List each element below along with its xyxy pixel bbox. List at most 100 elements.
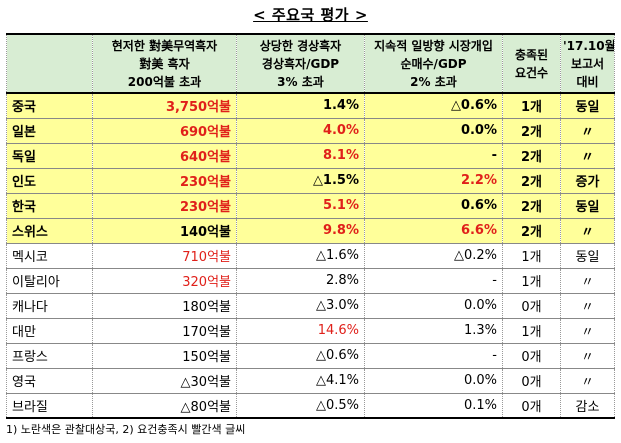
cell-criteria-count: 1개: [502, 242, 561, 269]
cell-criteria-count: 2개: [502, 192, 561, 219]
header-trade-surplus-metric: 對美 흑자: [139, 56, 190, 71]
header-fx-intervention-metric: 순매수/GDP: [400, 56, 467, 71]
header-comparison: '17.10월 보고서 대비: [560, 33, 615, 94]
cell-trade-surplus: 140억불: [92, 217, 237, 244]
cell-comparison: 동일: [560, 92, 615, 119]
table-row: 이탈리아 320억불 2.8% -1개 〃: [6, 267, 615, 294]
header-criteria-count-line1: 충족된: [514, 47, 549, 62]
cell-fx-intervention: 1.3%: [364, 317, 503, 344]
cell-fx-intervention: -: [364, 142, 503, 169]
cell-current-account: △3.0%: [236, 292, 365, 319]
cell-trade-surplus: △80억불: [92, 392, 237, 419]
table-row: 대만 170억불 14.6% 1.3% 1개 〃: [6, 317, 615, 344]
cell-comparison: 〃: [560, 292, 615, 319]
cell-criteria-count: 0개: [502, 292, 561, 319]
cell-country: 한국: [6, 192, 93, 219]
cell-trade-surplus: 150억불: [92, 342, 237, 369]
table-row: 스위스 140억불 9.8% 6.6% 2개 〃: [6, 217, 615, 244]
cell-fx-intervention: 2.2%: [364, 167, 503, 194]
table-row: 일본 690억불 4.0% 0.0% 2개 〃: [6, 117, 615, 144]
cell-country: 프랑스: [6, 342, 93, 369]
cell-trade-surplus: 170억불: [92, 317, 237, 344]
cell-criteria-count: 1개: [502, 317, 561, 344]
cell-country: 이탈리아: [6, 267, 93, 294]
header-current-account-metric: 경상흑자/GDP: [261, 56, 340, 71]
cell-country: 브라질: [6, 392, 93, 419]
cell-criteria-count: 0개: [502, 392, 561, 419]
cell-trade-surplus: 230억불: [92, 167, 237, 194]
cell-trade-surplus: 180억불: [92, 292, 237, 319]
cell-trade-surplus: 320억불: [92, 267, 237, 294]
cell-current-account: 9.8%: [236, 217, 365, 244]
cell-fx-intervention: 0.0%: [364, 292, 503, 319]
cell-current-account: △0.6%: [236, 342, 365, 369]
cell-comparison: 〃: [560, 142, 615, 169]
cell-country: 독일: [6, 142, 93, 169]
cell-current-account: △1.5%: [236, 167, 365, 194]
cell-country: 멕시코: [6, 242, 93, 269]
table-row: 멕시코 710억불 △1.6% △0.2% 1개 동일: [6, 242, 615, 269]
cell-comparison: 동일: [560, 192, 615, 219]
cell-criteria-count: 2개: [502, 167, 561, 194]
cell-comparison: 〃: [560, 367, 615, 394]
cell-current-account: 5.1%: [236, 192, 365, 219]
header-fx-intervention-title: 지속적 일방향 시장개입: [374, 38, 493, 53]
header-trade-surplus: 현저한 對美무역흑자 對美 흑자 200억불 초과: [92, 33, 237, 94]
header-fx-intervention-threshold: 2% 초과: [410, 74, 457, 89]
cell-comparison: 〃: [560, 217, 615, 244]
header-criteria-count: 충족된 요건수: [502, 33, 561, 94]
header-current-account-title: 상당한 경상흑자: [259, 38, 342, 53]
cell-criteria-count: 2개: [502, 117, 561, 144]
header-criteria-count-line2: 요건수: [514, 65, 549, 80]
cell-criteria-count: 2개: [502, 217, 561, 244]
header-comparison-line2: 보고서: [570, 56, 605, 71]
cell-country: 영국: [6, 367, 93, 394]
cell-country: 중국: [6, 92, 93, 119]
header-fx-intervention: 지속적 일방향 시장개입 순매수/GDP 2% 초과: [364, 33, 503, 94]
cell-fx-intervention: 0.0%: [364, 367, 503, 394]
cell-fx-intervention: △0.6%: [364, 92, 503, 119]
cell-current-account: 4.0%: [236, 117, 365, 144]
cell-current-account: △4.1%: [236, 367, 365, 394]
footnote: 1) 노란색은 관찰대상국, 2) 요건충족시 빨간색 글씨: [6, 423, 246, 436]
cell-country: 일본: [6, 117, 93, 144]
cell-current-account: 2.8%: [236, 267, 365, 294]
cell-comparison: 〃: [560, 342, 615, 369]
cell-criteria-count: 0개: [502, 367, 561, 394]
cell-current-account: △0.5%: [236, 392, 365, 419]
header-comparison-line3: 대비: [576, 74, 599, 89]
header-trade-surplus-threshold: 200억불 초과: [127, 74, 202, 89]
header-country: [6, 33, 93, 94]
cell-country: 대만: [6, 317, 93, 344]
cell-fx-intervention: 0.1%: [364, 392, 503, 419]
table-row: 캐나다 180억불 △3.0% 0.0% 0개 〃: [6, 292, 615, 319]
cell-fx-intervention: △0.2%: [364, 242, 503, 269]
page-title: < 주요국 평가 >: [253, 6, 368, 24]
cell-trade-surplus: 3,750억불: [92, 92, 237, 119]
cell-current-account: △1.6%: [236, 242, 365, 269]
cell-fx-intervention: 0.6%: [364, 192, 503, 219]
cell-trade-surplus: 710억불: [92, 242, 237, 269]
cell-country: 캐나다: [6, 292, 93, 319]
cell-trade-surplus: △30억불: [92, 367, 237, 394]
table-row: 한국 230억불 5.1% 0.6% 2개 동일: [6, 192, 615, 219]
cell-current-account: 1.4%: [236, 92, 365, 119]
cell-criteria-count: 2개: [502, 142, 561, 169]
cell-fx-intervention: -: [364, 267, 503, 294]
table-row: 프랑스 150억불 △0.6% -0개 〃: [6, 342, 615, 369]
table-header-row: 현저한 對美무역흑자 對美 흑자 200억불 초과 상당한 경상흑자 경상흑자/…: [6, 33, 615, 94]
cell-fx-intervention: 0.0%: [364, 117, 503, 144]
cell-country: 스위스: [6, 217, 93, 244]
cell-comparison: 증가: [560, 167, 615, 194]
cell-trade-surplus: 690억불: [92, 117, 237, 144]
table-row: 중국 3,750억불 1.4% △0.6% 1개 동일: [6, 92, 615, 119]
header-current-account: 상당한 경상흑자 경상흑자/GDP 3% 초과: [236, 33, 365, 94]
table-row: 브라질 △80억불 △0.5% 0.1% 0개 감소: [6, 392, 615, 419]
cell-comparison: 동일: [560, 242, 615, 269]
cell-current-account: 14.6%: [236, 317, 365, 344]
cell-criteria-count: 1개: [502, 267, 561, 294]
cell-country: 인도: [6, 167, 93, 194]
cell-comparison: 감소: [560, 392, 615, 419]
header-comparison-line1: '17.10월: [563, 38, 615, 53]
cell-current-account: 8.1%: [236, 142, 365, 169]
